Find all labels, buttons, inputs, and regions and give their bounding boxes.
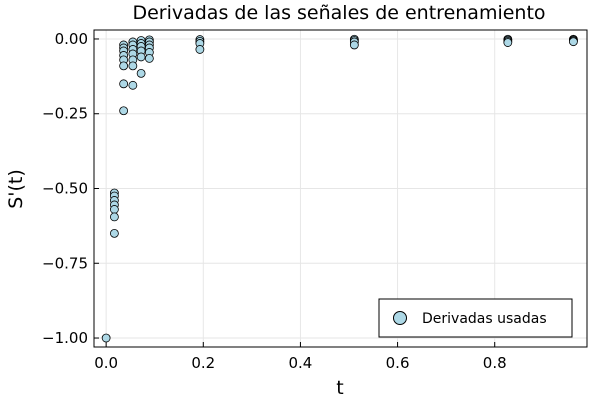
- data-point: [503, 38, 513, 47]
- y-tick-label: 0.00: [55, 30, 88, 48]
- data-point: [136, 68, 146, 78]
- data-point: [110, 212, 119, 222]
- y-tick-label: −1.00: [42, 329, 88, 347]
- x-tick-label: 0.0: [94, 354, 118, 372]
- grid-lines: [94, 30, 587, 347]
- plot-frame: [93, 29, 588, 348]
- data-point: [569, 37, 578, 47]
- y-tick-label: −0.50: [42, 180, 88, 198]
- x-tick-label: 0.8: [483, 354, 507, 372]
- x-tick-label: 0.2: [191, 354, 215, 372]
- legend: Derivadas usadas: [378, 298, 573, 338]
- legend-box: [378, 298, 573, 338]
- data-point: [136, 52, 146, 62]
- legend-label: Derivadas usadas: [422, 311, 547, 327]
- data-point: [101, 333, 111, 343]
- y-axis-label: S'(t): [5, 169, 27, 209]
- x-tick-label: 0.4: [288, 354, 312, 372]
- data-point: [110, 205, 119, 214]
- data-point: [349, 40, 359, 50]
- y-tick-label: −0.25: [42, 105, 88, 123]
- data-point: [110, 228, 119, 238]
- legend-marker: [393, 311, 407, 325]
- data-points: [101, 34, 578, 343]
- axis-ticks: 0.0 0.2 0.4 0.6 0.8 0.00 −0.25 −0.50 −0.75 −1.00: [42, 30, 507, 372]
- data-point: [128, 61, 138, 71]
- y-tick-label: −0.75: [42, 254, 88, 272]
- x-axis-label: t: [336, 377, 343, 399]
- data-point: [119, 79, 129, 89]
- data-point: [144, 54, 154, 63]
- data-point: [195, 45, 205, 54]
- data-point: [119, 61, 129, 71]
- x-tick-label: 0.6: [386, 354, 410, 372]
- data-point: [119, 106, 129, 116]
- data-point: [128, 80, 138, 90]
- chart-title: Derivadas de las señales de entrenamient…: [132, 2, 545, 24]
